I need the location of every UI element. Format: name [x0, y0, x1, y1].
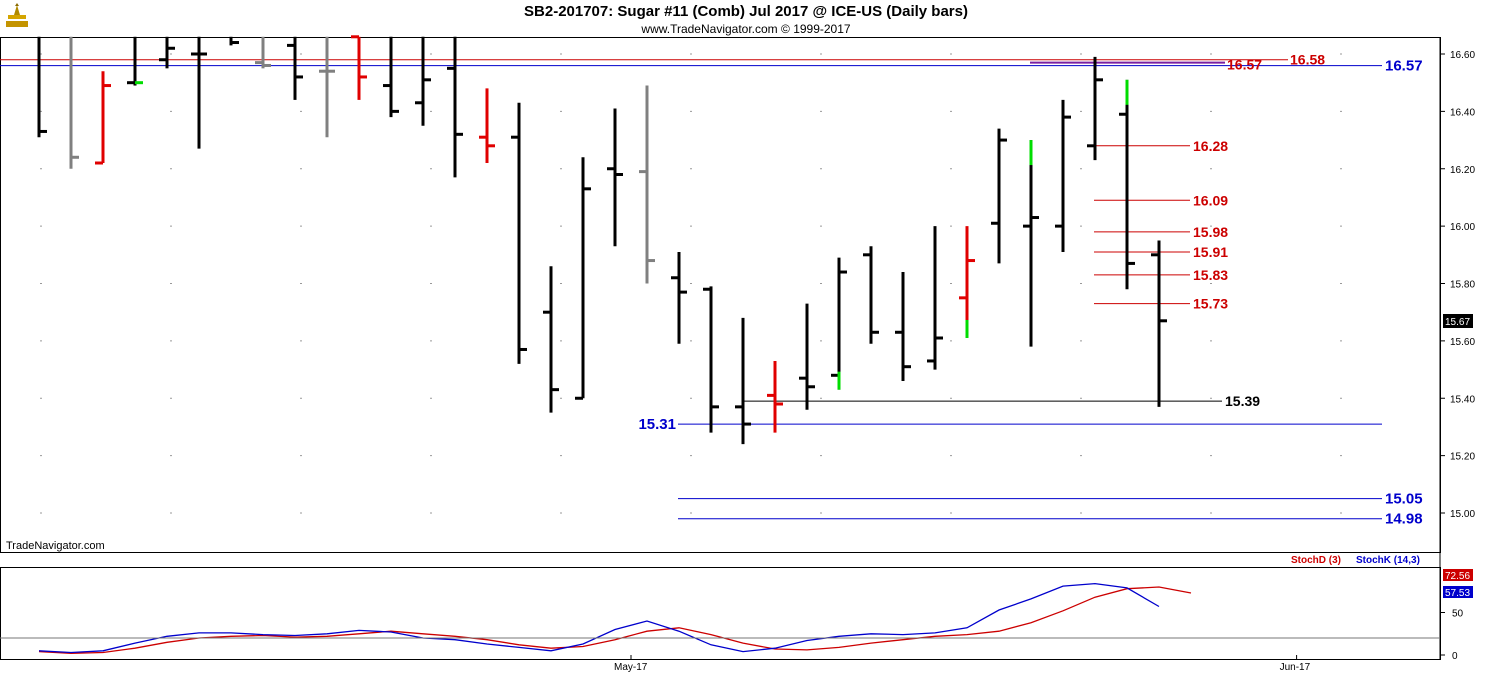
ohlc-bar — [543, 266, 559, 413]
ohlc-bar — [1087, 56, 1103, 161]
chart-title: SB2-201707: Sugar #11 (Comb) Jul 2017 @ … — [524, 3, 968, 20]
price-tick-label: 16.00 — [1450, 222, 1475, 233]
trade-navigator-logo — [4, 3, 30, 36]
ohlc-bar — [703, 286, 719, 433]
ohlc-bar — [229, 36, 239, 46]
ohlc-bar — [639, 85, 655, 284]
stochd-last-box — [1443, 569, 1473, 581]
chart-subtitle: www.TradeNavigator.com © 1999-2017 — [641, 22, 851, 36]
price-tick-label: 15.00 — [1450, 509, 1475, 520]
ohlc-bar — [1055, 99, 1071, 252]
ohlc-bar — [383, 36, 399, 118]
ohlc-bar — [95, 71, 111, 165]
ohlc-bar — [895, 272, 911, 382]
level-label: 15.91 — [1193, 244, 1228, 260]
ohlc-bar — [479, 88, 495, 164]
level-label: 15.83 — [1193, 267, 1228, 283]
ohlc-bar — [831, 257, 847, 390]
ohlc-bar — [767, 360, 783, 433]
time-tick-label: May-17 — [614, 662, 648, 673]
ohlc-bar — [127, 36, 143, 86]
ohlc-bar — [735, 317, 751, 445]
price-tick-label: 15.20 — [1450, 452, 1475, 463]
stoch-tick-label: 50 — [1452, 609, 1464, 620]
ohlc-bar — [351, 35, 367, 100]
ohlc-bar — [1023, 140, 1039, 347]
level-label: 16.28 — [1193, 138, 1228, 154]
ohlc-bar — [1119, 79, 1135, 290]
ohlc-bar — [1151, 240, 1167, 407]
ohlc-bar — [447, 36, 463, 178]
time-tick-label: Jun-17 — [1280, 662, 1311, 673]
ohlc-bars — [37, 35, 1167, 445]
grid — [40, 53, 1342, 514]
ohlc-bar — [159, 36, 175, 69]
level-label: 15.31 — [638, 416, 676, 433]
ohlc-bar — [287, 36, 303, 100]
ohlc-bar — [319, 36, 335, 138]
stochastic-lines — [38, 582, 1192, 654]
level-label: 16.57 — [1385, 58, 1423, 75]
ohlc-bar — [511, 102, 527, 364]
price-tick-label: 15.60 — [1450, 337, 1475, 348]
level-label: 16.58 — [1290, 52, 1325, 68]
level-label: 16.57 — [1227, 57, 1262, 73]
ohlc-bar — [959, 226, 975, 339]
stochastic-axis: 0 50 — [0, 609, 1464, 662]
level-label: 15.98 — [1193, 224, 1228, 240]
ohlc-bar — [37, 36, 47, 138]
ohlc-bar — [671, 251, 687, 344]
stoch-series-line — [38, 586, 1192, 654]
price-tick-label: 15.40 — [1450, 394, 1475, 405]
stoch-series-line — [38, 582, 1160, 654]
watermark: TradeNavigator.com — [6, 540, 105, 552]
last-price-box — [1443, 314, 1473, 328]
stochk-last-box — [1443, 586, 1473, 598]
level-label: 15.39 — [1225, 393, 1260, 409]
ohlc-bar — [69, 36, 79, 169]
level-label: 15.73 — [1193, 296, 1228, 312]
price-tick-label: 16.20 — [1450, 165, 1475, 176]
ohlc-bar — [191, 36, 207, 149]
ohlc-bar — [415, 36, 431, 126]
price-tick-label: 16.40 — [1450, 107, 1475, 118]
level-label: 14.98 — [1385, 511, 1423, 528]
price-tick-label: 16.60 — [1450, 50, 1475, 61]
ohlc-bar — [799, 303, 815, 410]
level-label: 15.05 — [1385, 491, 1423, 508]
ohlc-bar — [927, 226, 943, 370]
price-axis: 15.00 15.20 15.40 15.60 15.80 16.00 16.20 16.40… — [1440, 50, 1475, 520]
ohlc-bar — [863, 246, 879, 344]
support-resistance-levels: 16.58 16.57 16.57 16.28 16.09 15.98 15.91 15.83… — [0, 52, 1423, 528]
ohlc-bar — [575, 157, 591, 400]
ohlc-bar — [991, 128, 1007, 264]
stochk-last-label: 57.53 — [1445, 588, 1470, 599]
ohlc-bar — [607, 108, 623, 247]
time-axis: May-17 Jun-17 — [614, 655, 1311, 673]
price-tick-label: 15.80 — [1450, 280, 1475, 291]
last-price-label: 15.67 — [1445, 317, 1470, 328]
ohlc-bar — [255, 36, 271, 69]
level-label: 16.09 — [1193, 192, 1228, 208]
stoch-tick-label: 0 — [1452, 651, 1458, 662]
stochd-last-label: 72.56 — [1445, 571, 1470, 582]
legend-stochd: StochD (3) — [1291, 555, 1341, 566]
stochastic-panel-frame — [0, 567, 1441, 660]
legend-stochk: StochK (14,3) — [1356, 555, 1420, 566]
